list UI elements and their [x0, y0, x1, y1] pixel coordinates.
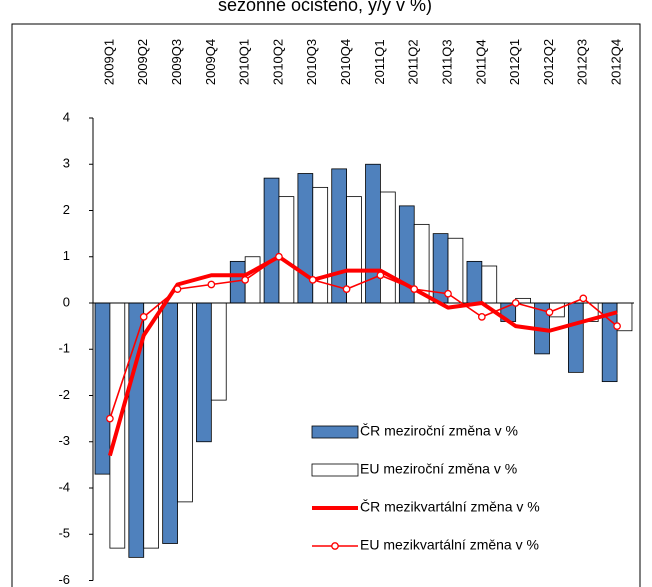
bar — [481, 265, 498, 304]
bar — [278, 196, 295, 304]
y-tick-label: -4 — [58, 479, 70, 494]
marker — [410, 285, 419, 293]
x-tick-label: 2010Q2 — [270, 39, 285, 85]
bar — [380, 191, 396, 304]
marker — [376, 271, 385, 280]
legend-swatch — [311, 425, 359, 439]
marker — [613, 322, 621, 330]
marker — [511, 299, 520, 307]
bar — [568, 302, 584, 373]
marker — [139, 313, 148, 321]
marker — [308, 276, 317, 284]
x-tick-label: 2009Q4 — [203, 39, 218, 85]
y-tick-label: 3 — [63, 156, 70, 171]
marker — [545, 308, 554, 317]
x-tick-label: 2010Q4 — [338, 39, 353, 85]
x-tick-label: 2012Q1 — [507, 39, 522, 85]
y-tick-label: 0 — [63, 294, 70, 309]
x-tick-label: 2011Q2 — [406, 39, 421, 84]
legend-label: EU mezikvartální změna v % — [360, 537, 539, 553]
chart-title: sezónně očištěno, y/y v %) — [218, 0, 432, 15]
legend-label: ČR meziroční změna v % — [360, 423, 518, 439]
x-tick-label: 2011Q1 — [372, 39, 387, 84]
legend-swatch — [311, 463, 359, 477]
x-tick-label: 2011Q3 — [439, 39, 454, 84]
x-tick-label: 2009Q2 — [135, 39, 150, 85]
y-tick-label: 4 — [63, 109, 70, 124]
marker — [477, 313, 486, 321]
marker — [275, 252, 283, 261]
legend-marker — [331, 542, 339, 550]
bar — [263, 177, 280, 304]
marker — [173, 285, 182, 293]
legend-label: ČR mezikvartální změna v % — [360, 499, 540, 515]
bar — [162, 302, 178, 544]
bar — [94, 302, 111, 475]
marker — [342, 285, 351, 293]
bar — [196, 302, 212, 443]
legend-label: EU meziroční změna v % — [360, 461, 517, 477]
y-tick-label: -6 — [58, 572, 70, 587]
line — [107, 254, 618, 457]
y-tick-label: -1 — [58, 341, 70, 356]
marker — [207, 280, 216, 289]
bar — [312, 186, 329, 304]
x-tick-label: 2009Q1 — [101, 39, 116, 85]
marker — [106, 414, 114, 423]
x-tick-label: 2011Q4 — [473, 39, 488, 84]
y-tick-label: -2 — [58, 387, 70, 402]
bar — [466, 260, 483, 304]
marker — [444, 289, 452, 298]
x-tick-label: 2012Q2 — [541, 39, 556, 85]
x-tick-label: 2012Q3 — [575, 39, 590, 85]
bar — [331, 168, 347, 304]
y-tick-label: 2 — [63, 202, 70, 217]
bar — [143, 302, 159, 549]
bar — [365, 163, 381, 304]
x-tick-label: 2010Q1 — [237, 39, 252, 85]
x-tick-label: 2009Q3 — [169, 39, 184, 85]
bar — [297, 173, 314, 304]
bar — [210, 302, 227, 401]
marker — [241, 276, 250, 284]
bar — [177, 302, 193, 503]
y-tick-label: -3 — [58, 433, 70, 448]
line — [109, 255, 618, 419]
x-tick-label: 2012Q4 — [609, 39, 624, 85]
marker — [579, 294, 588, 303]
y-tick-label: 1 — [63, 248, 70, 263]
y-tick-label: -5 — [58, 526, 70, 541]
x-tick-label: 2010Q3 — [304, 39, 319, 85]
